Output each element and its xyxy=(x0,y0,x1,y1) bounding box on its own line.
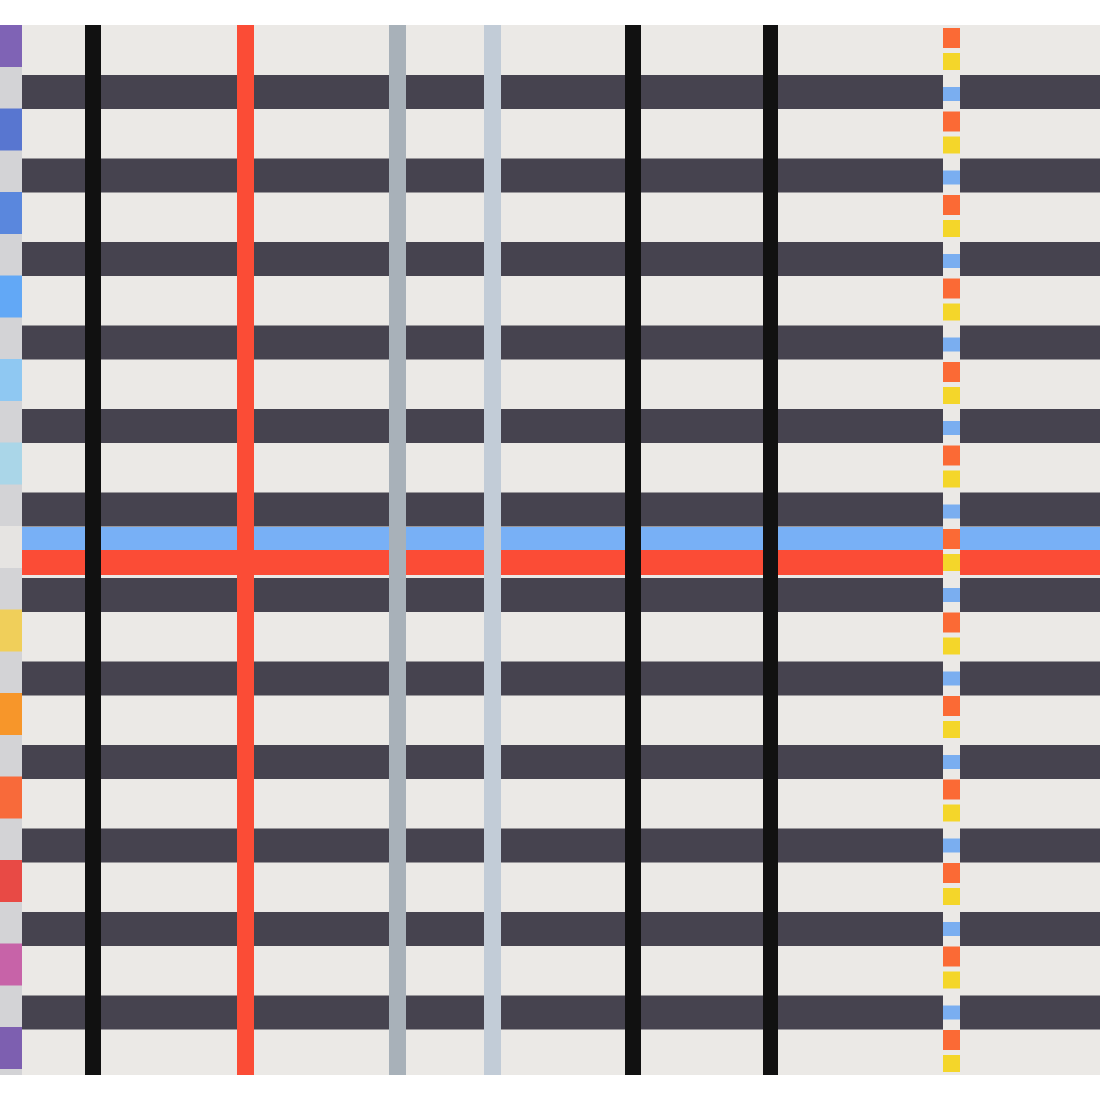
dot-segment xyxy=(943,136,960,154)
left-swatch xyxy=(0,1027,22,1069)
blue-band xyxy=(22,527,1100,550)
dark-stripe xyxy=(22,828,1100,863)
vertical-line xyxy=(484,25,501,1075)
dot-segment xyxy=(943,445,960,466)
dot-segment xyxy=(943,696,960,716)
dot-segment xyxy=(943,28,960,48)
dark-stripe xyxy=(22,242,1100,276)
vertical-line xyxy=(763,25,778,1075)
left-swatch xyxy=(0,609,22,652)
dot-segment xyxy=(943,278,960,299)
dot-segment xyxy=(943,671,960,686)
left-swatch xyxy=(0,776,22,819)
dark-stripe xyxy=(22,745,1100,779)
dot-segment xyxy=(943,111,960,132)
dot-segment xyxy=(943,170,960,185)
dot-segment xyxy=(943,838,960,853)
dot-segment xyxy=(943,1030,960,1050)
dot-segment xyxy=(943,362,960,382)
dot-segment xyxy=(943,863,960,883)
dot-segment xyxy=(943,53,960,70)
left-swatch xyxy=(0,860,22,902)
dark-stripe xyxy=(22,995,1100,1030)
dot-segment xyxy=(943,87,960,101)
dot-segment xyxy=(943,946,960,967)
dot-segment xyxy=(943,755,960,769)
dark-stripe xyxy=(22,158,1100,193)
dark-stripe xyxy=(22,492,1100,527)
dot-segment xyxy=(943,387,960,404)
dot-segment xyxy=(943,504,960,519)
dark-stripe xyxy=(22,578,1100,612)
dark-stripe xyxy=(22,75,1100,109)
dot-segment xyxy=(943,254,960,268)
dark-stripe xyxy=(22,912,1100,946)
dot-segment xyxy=(943,470,960,488)
dot-segment xyxy=(943,721,960,738)
dot-segment xyxy=(943,1055,960,1072)
dot-segment xyxy=(943,220,960,237)
left-swatch xyxy=(0,25,22,67)
dot-segment xyxy=(943,195,960,215)
left-swatch xyxy=(0,192,22,234)
red-band xyxy=(22,550,1100,575)
vertical-line xyxy=(389,25,406,1075)
dot-segment xyxy=(943,804,960,822)
dot-segment xyxy=(943,612,960,633)
dot-segment xyxy=(943,588,960,602)
dot-segment xyxy=(943,779,960,800)
left-swatch xyxy=(0,943,22,986)
left-swatch xyxy=(0,275,22,318)
vertical-line xyxy=(625,25,641,1075)
dot-segment xyxy=(943,888,960,905)
vertical-line xyxy=(237,25,254,1075)
dot-segment xyxy=(943,421,960,435)
dot-segment xyxy=(943,637,960,655)
dot-segment xyxy=(943,303,960,321)
left-swatch xyxy=(0,693,22,735)
vertical-line xyxy=(85,25,101,1075)
left-swatch xyxy=(0,359,22,401)
dot-segment xyxy=(943,971,960,989)
dark-stripe xyxy=(22,661,1100,696)
dot-segment xyxy=(943,922,960,936)
left-swatch xyxy=(0,442,22,485)
dot-segment xyxy=(943,554,960,571)
dark-stripe xyxy=(22,325,1100,360)
dot-segment xyxy=(943,529,960,549)
dot-segment xyxy=(943,337,960,352)
dot-segment xyxy=(943,1005,960,1020)
left-swatch xyxy=(0,526,22,568)
dark-stripe xyxy=(22,409,1100,443)
left-swatch xyxy=(0,108,22,151)
